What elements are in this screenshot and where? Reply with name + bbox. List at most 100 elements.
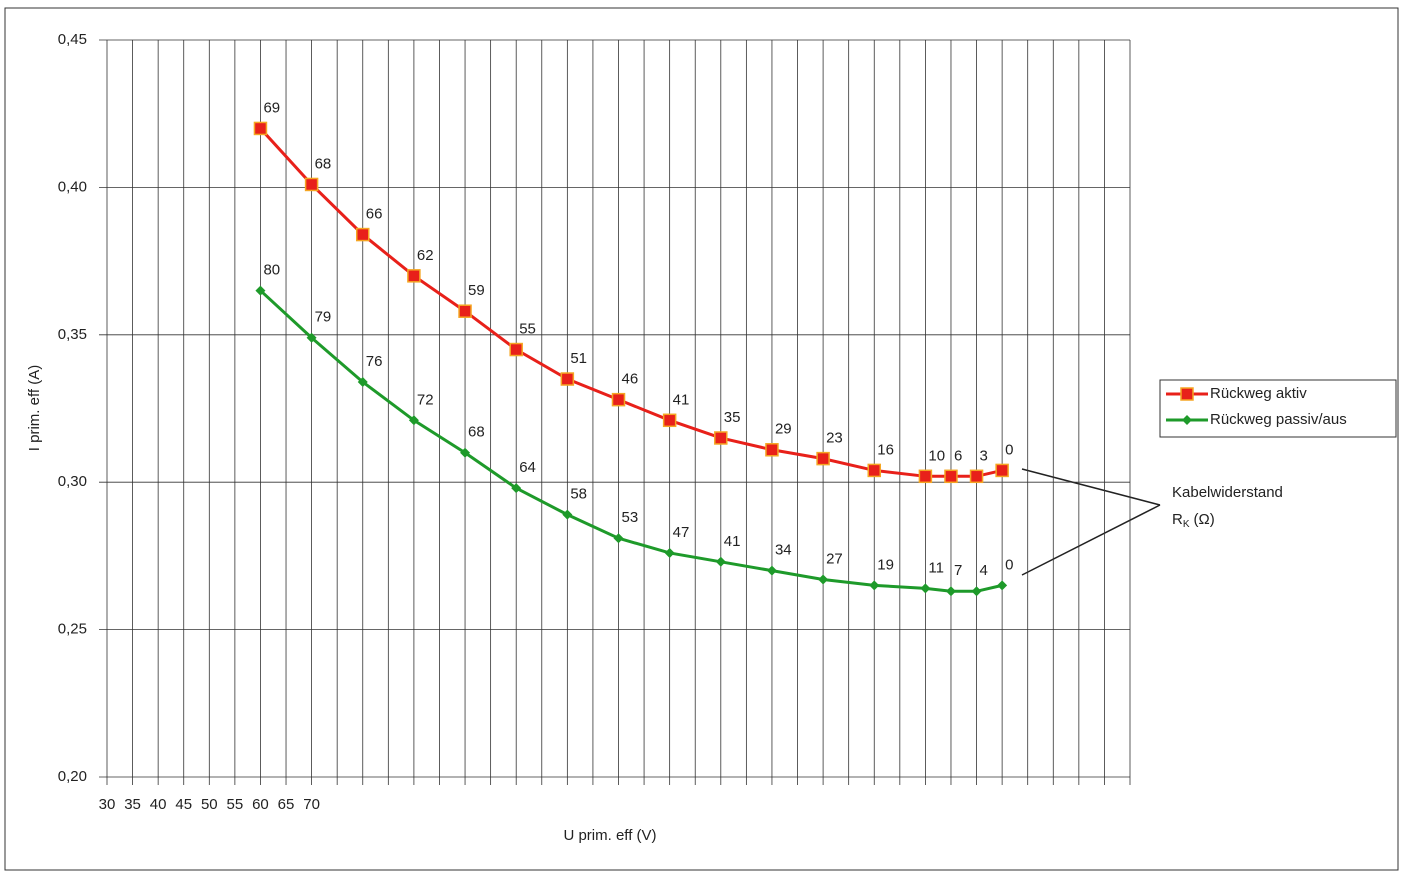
point-label: 68: [468, 424, 485, 441]
marker: [460, 447, 471, 458]
annotation-connector: [1021, 468, 1161, 506]
point-label: 35: [724, 409, 741, 426]
marker: [869, 580, 880, 591]
point-label: 58: [570, 486, 587, 503]
point-label: 41: [673, 391, 690, 408]
point-label: 72: [417, 391, 434, 408]
x-tick-label: 50: [201, 796, 218, 813]
y-tick-label: 0,30: [58, 473, 87, 490]
point-label: 53: [622, 509, 639, 526]
marker: [408, 415, 419, 426]
x-tick-label: 35: [124, 796, 141, 813]
point-label: 34: [775, 542, 792, 559]
y-tick-label: 0,35: [58, 326, 87, 343]
marker: [509, 342, 523, 357]
point-label: 80: [263, 262, 280, 279]
marker: [766, 565, 777, 576]
marker: [997, 580, 1008, 591]
annotation-connector: [1021, 504, 1161, 576]
marker: [969, 469, 984, 484]
marker: [714, 431, 728, 445]
annotation-symbol: RK (Ω): [1172, 511, 1215, 530]
marker: [306, 332, 317, 343]
y-tick-label: 0,40: [58, 178, 87, 195]
marker: [945, 586, 956, 597]
point-label: 76: [366, 353, 383, 370]
point-label: 29: [775, 421, 792, 438]
marker: [458, 304, 472, 318]
point-label: 4: [980, 562, 988, 579]
marker: [662, 413, 677, 428]
marker: [765, 443, 779, 457]
marker: [664, 547, 675, 558]
marker: [920, 583, 931, 594]
marker: [356, 227, 370, 242]
point-label: 62: [417, 247, 434, 264]
x-axis-label: U prim. eff (V): [563, 827, 656, 844]
point-label: 47: [673, 524, 690, 541]
symbol: R: [1172, 511, 1183, 528]
point-label: 64: [519, 459, 536, 476]
annotation: Kabelwiderstand: [1172, 484, 1283, 501]
marker: [971, 586, 982, 597]
marker: [818, 574, 829, 585]
marker: [253, 121, 268, 136]
legend-label: Rückweg passiv/aus: [1210, 411, 1347, 428]
point-label: 11: [928, 559, 944, 576]
x-tick-label: 30: [99, 796, 116, 813]
point-label: 69: [263, 99, 280, 116]
marker: [255, 285, 266, 296]
point-label: 68: [315, 155, 332, 172]
y-tick-label: 0,20: [58, 768, 87, 785]
marker: [715, 556, 726, 567]
x-tick-label: 65: [278, 796, 295, 813]
point-label: 7: [954, 562, 962, 579]
series-line: [259, 127, 1003, 478]
point-label: 0: [1005, 556, 1013, 573]
legend-box: [1159, 379, 1397, 438]
point-label: 3: [980, 447, 988, 464]
point-label: 27: [826, 550, 843, 567]
point-label: 16: [877, 441, 894, 458]
legend-label: Rückweg aktiv: [1210, 385, 1307, 402]
marker: [613, 533, 624, 544]
point-label: 66: [366, 206, 383, 223]
marker: [304, 177, 319, 192]
point-label: 10: [928, 447, 945, 464]
x-tick-label: 60: [252, 796, 269, 813]
point-label: 6: [954, 447, 962, 464]
legend-marker: [1182, 415, 1192, 425]
legend-marker: [1180, 387, 1194, 401]
x-tick-label: 45: [175, 796, 192, 813]
marker: [611, 392, 626, 407]
marker: [560, 372, 575, 386]
y-tick-label: 0,25: [58, 621, 87, 638]
point-label: 59: [468, 282, 485, 299]
marker: [867, 463, 881, 478]
point-label: 79: [315, 309, 332, 326]
point-label: 51: [570, 350, 587, 367]
marker: [511, 483, 522, 494]
marker: [562, 509, 573, 520]
frame: [4, 7, 1399, 871]
marker: [944, 469, 958, 484]
marker: [357, 376, 368, 387]
point-label: 23: [826, 430, 843, 447]
x-tick-label: 55: [227, 796, 244, 813]
subscript: K: [1183, 519, 1190, 530]
marker: [995, 463, 1009, 478]
y-axis-label: I prim. eff (A): [26, 365, 43, 451]
point-label: 41: [724, 533, 741, 550]
y-tick-label: 0,45: [58, 31, 87, 48]
point-label: 19: [877, 556, 894, 573]
point-label: 55: [519, 321, 536, 338]
x-tick-label: 70: [303, 796, 320, 813]
point-label: 46: [622, 371, 639, 388]
marker: [918, 469, 933, 484]
marker: [816, 451, 830, 466]
x-tick-label: 40: [150, 796, 167, 813]
point-label: 0: [1005, 441, 1013, 458]
marker: [407, 269, 421, 283]
unit: (Ω): [1194, 511, 1215, 528]
